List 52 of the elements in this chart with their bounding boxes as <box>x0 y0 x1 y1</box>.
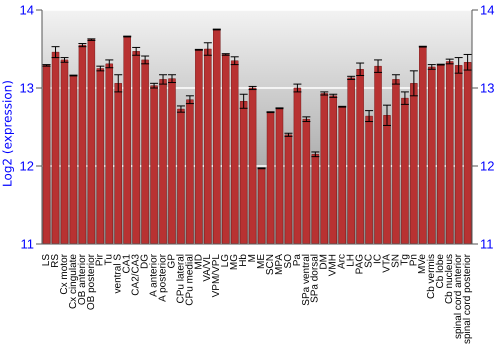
x-tick-label: CPu medial <box>184 254 196 306</box>
y-tick-label: 13 <box>20 80 34 96</box>
x-tick-label: Cb lobe <box>435 254 446 288</box>
y-tick-label: 11 <box>20 236 34 252</box>
x-tick-label: GP <box>166 254 178 268</box>
x-tick-label: Cx cingulate <box>68 254 79 310</box>
x-tick-label: DG <box>140 254 151 269</box>
x-tick-label: OB anterior <box>76 253 88 306</box>
y2-tick-label: 12 <box>480 158 494 174</box>
y2-tick-label: 11 <box>480 236 494 252</box>
x-tick-label: Tg <box>399 254 410 266</box>
x-tick-label: MVe <box>417 254 428 274</box>
x-tick-label: Tu <box>104 254 115 266</box>
x-tick-label: A posterior <box>157 253 168 302</box>
x-tick-label: SPa dorsal <box>310 254 321 303</box>
x-tick-label: LS <box>40 254 52 266</box>
x-tick-label: RS <box>50 254 61 268</box>
x-tick-label: spinal cord anterior <box>453 253 464 340</box>
x-tick-label: M <box>247 254 258 262</box>
x-tick-label: CA1 <box>122 254 133 274</box>
x-tick-label: SCN <box>264 254 276 276</box>
y2-tick-label: 13 <box>480 80 494 96</box>
x-tick-label: IC <box>372 254 384 264</box>
x-tick-label: OB posterior <box>86 253 97 310</box>
x-tick-label: CA2/CA3 <box>130 254 142 296</box>
x-tick-label: PAG <box>354 254 366 274</box>
x-tick-label: VTA <box>381 254 392 273</box>
x-tick-label: Hb <box>238 254 250 267</box>
x-tick-label: VMH <box>328 254 339 276</box>
x-tick-label: DM <box>318 254 330 270</box>
x-tick-label: LG <box>220 254 232 268</box>
x-tick-label: Pn <box>408 254 420 266</box>
x-tick-label: LH <box>346 254 357 267</box>
x-tick-label: SN <box>390 254 402 268</box>
x-tick-label: A anterior <box>148 253 160 297</box>
x-tick-label: Cb nucleus <box>444 254 456 304</box>
x-tick-label: MPA <box>274 254 285 275</box>
y-axis-title: Log2 (expression) <box>0 80 14 187</box>
x-tick-label: CPu lateral <box>175 254 186 304</box>
x-tick-label: VPM/VPL <box>211 254 222 298</box>
y2-tick-label: 14 <box>480 2 494 18</box>
x-tick-label: Pir <box>94 253 106 266</box>
x-tick-label: SO <box>282 254 294 268</box>
y-tick-label: 12 <box>20 158 34 174</box>
x-tick-label: Arc <box>336 254 348 269</box>
x-tick-label: ME <box>256 254 267 269</box>
x-tick-label: Pa <box>292 254 303 266</box>
x-tick-label: Cx motor <box>58 253 70 295</box>
y-tick-label: 14 <box>20 2 34 18</box>
x-tick-label: spinal cord posterior <box>462 253 474 344</box>
x-tick-label: ventral S <box>112 254 124 294</box>
x-tick-label: SC <box>363 254 374 268</box>
